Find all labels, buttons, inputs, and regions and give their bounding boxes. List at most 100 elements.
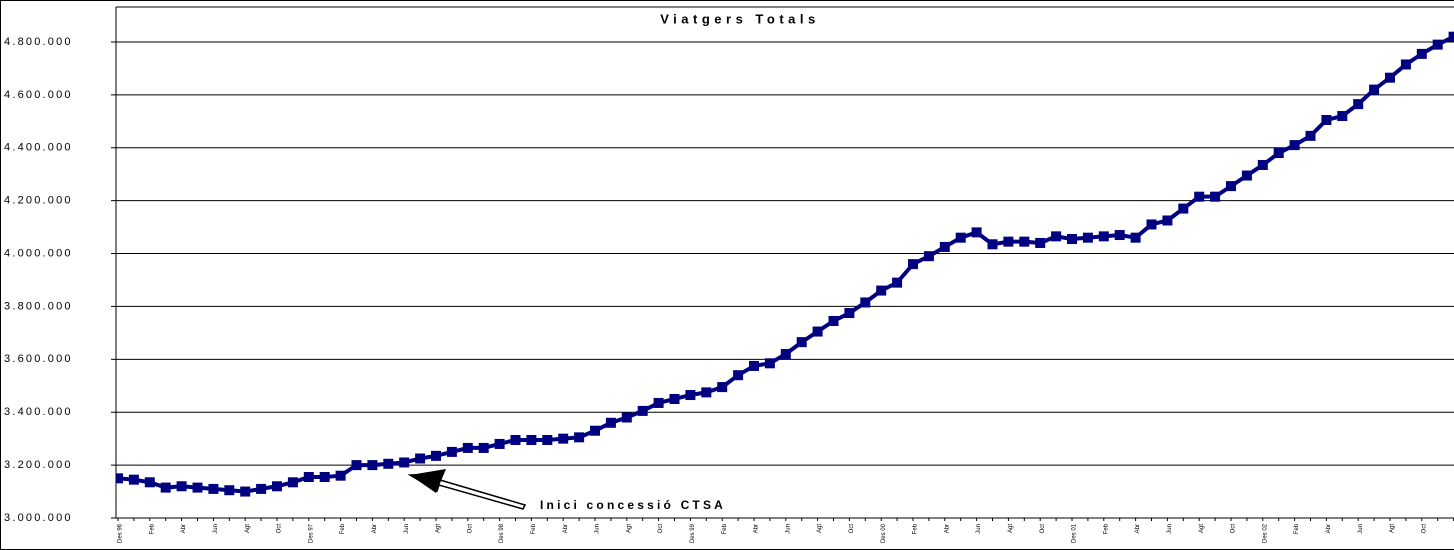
x-tick-label: Agt	[1199, 524, 1205, 533]
x-tick-label: Feb	[913, 523, 919, 534]
data-point	[876, 285, 887, 296]
y-tick-label: 3.600.000	[4, 353, 73, 365]
x-tick-label: Agt	[245, 524, 251, 533]
x-tick-label: Feb	[531, 523, 537, 534]
data-point	[955, 232, 966, 243]
x-tick-label: Jun	[595, 524, 601, 534]
x-tick-label: Des 02	[1262, 523, 1268, 543]
data-point	[1130, 232, 1141, 243]
data-point	[1067, 233, 1077, 244]
x-tick-label: Des 00	[881, 523, 887, 543]
x-tick-label: Feb	[1103, 523, 1109, 534]
x-tick-label: Feb	[149, 523, 155, 534]
data-point	[796, 337, 807, 348]
data-point	[844, 308, 855, 319]
x-tick-label: Jun	[213, 524, 219, 534]
x-tick-label: Abr	[754, 524, 760, 533]
data-point	[431, 450, 441, 461]
data-point	[208, 483, 219, 494]
y-tick-label: 3.200.000	[4, 459, 73, 471]
x-tick-label: Abr	[944, 524, 950, 533]
data-point	[1226, 181, 1236, 192]
data-point	[128, 474, 139, 485]
data-point	[1321, 114, 1332, 125]
data-point	[780, 349, 791, 360]
data-point	[1385, 72, 1395, 83]
y-tick-label: 4.800.000	[4, 36, 73, 48]
data-point	[1162, 215, 1173, 226]
y-tick-label: 3.400.000	[4, 406, 73, 418]
x-tick-label: Oct	[1421, 524, 1427, 534]
data-point	[1114, 230, 1125, 241]
x-tick-label: Jun	[785, 524, 791, 534]
data-point	[685, 390, 696, 401]
data-point	[351, 460, 362, 471]
x-tick-label: Agt	[1008, 524, 1014, 533]
x-tick-label: Feb	[722, 523, 728, 534]
data-point	[478, 442, 489, 453]
x-tick-label: Abr	[372, 524, 378, 533]
data-point	[1098, 231, 1109, 242]
data-point	[621, 412, 632, 423]
data-point	[1353, 99, 1364, 110]
data-point	[383, 458, 394, 469]
data-point	[749, 360, 759, 371]
data-point	[1146, 219, 1157, 230]
data-point	[446, 446, 457, 457]
data-point	[319, 472, 330, 483]
data-point	[1051, 231, 1062, 242]
data-point	[510, 434, 521, 445]
y-tick-label: 3.800.000	[4, 300, 73, 312]
data-point	[1003, 236, 1014, 247]
x-tick-label: Feb	[1294, 523, 1300, 534]
data-point	[303, 472, 314, 483]
data-point	[812, 326, 823, 337]
data-point	[971, 227, 982, 238]
data-point	[717, 382, 728, 393]
data-point	[144, 477, 155, 488]
data-point	[653, 397, 664, 408]
chart-title: Viatgers Totals	[660, 11, 820, 26]
x-tick-label: Agt	[436, 524, 442, 533]
x-tick-label: Abr	[563, 524, 569, 533]
data-point	[669, 393, 680, 404]
data-point	[256, 483, 267, 494]
data-point	[367, 460, 378, 471]
x-tick-label: Oct	[1040, 524, 1046, 534]
data-point	[1257, 159, 1268, 170]
x-tick-label: Jun	[404, 524, 410, 534]
x-tick-label: Des 01	[1072, 523, 1078, 543]
data-point	[272, 481, 282, 492]
data-point	[558, 433, 569, 444]
grid	[111, 41, 1454, 521]
x-tick-label: Agt	[626, 524, 632, 533]
data-point	[1337, 111, 1348, 122]
data-point	[908, 259, 918, 270]
data-point	[939, 241, 950, 252]
data-point	[116, 473, 123, 484]
x-tick-label: Oct	[849, 524, 855, 534]
x-tick-label: Jun	[1167, 524, 1173, 534]
x-tick-label: Oct	[467, 524, 473, 534]
data-point	[1178, 203, 1189, 214]
data-point	[1289, 140, 1300, 151]
data-point	[494, 438, 505, 449]
annotation: Inici concessió CTSA	[540, 498, 726, 512]
y-tick-label: 4.000.000	[4, 247, 73, 259]
data-point	[1448, 31, 1454, 42]
y-tick-label: 4.200.000	[4, 195, 73, 207]
plot	[116, 31, 1454, 497]
x-tick-label: Agt	[817, 524, 823, 533]
y-tick-label: 3.000.000	[4, 512, 73, 524]
data-point	[287, 477, 298, 488]
data-point	[1432, 39, 1443, 50]
data-point	[923, 251, 934, 262]
data-point	[526, 434, 537, 445]
data-point	[1194, 191, 1205, 202]
data-point	[1241, 170, 1252, 181]
x-tick-label: Des 97	[308, 523, 314, 543]
data-point	[335, 470, 346, 481]
data-point	[860, 297, 871, 308]
